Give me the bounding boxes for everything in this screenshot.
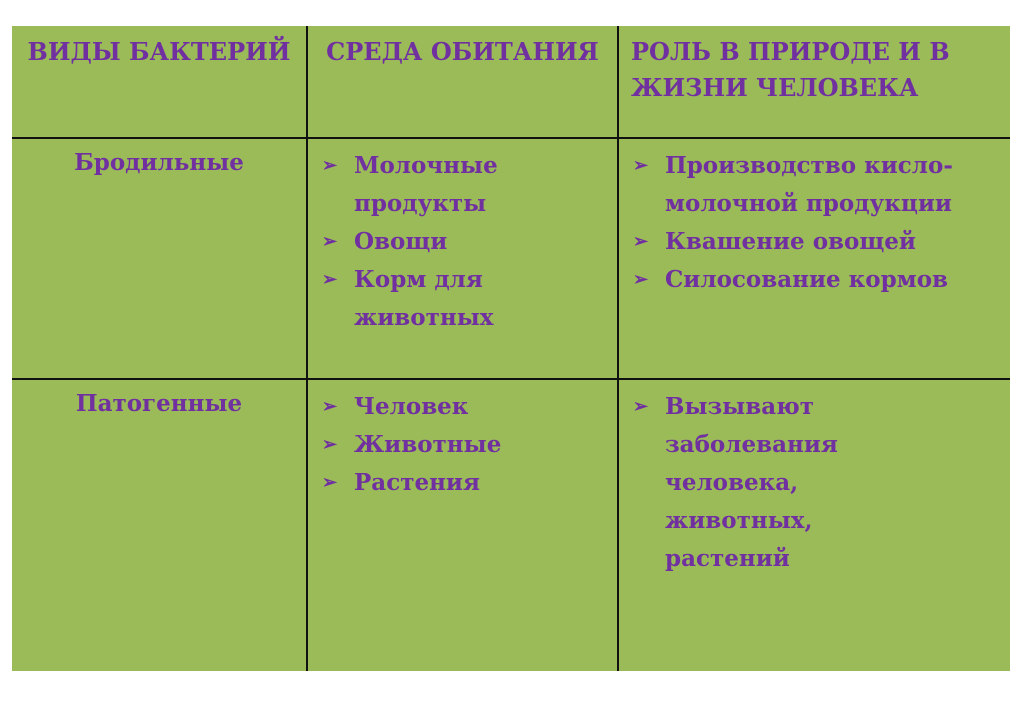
habitat-cell: ➢ Молочные продукты ➢ Овощи ➢ Корм для живо… bbox=[306, 137, 619, 380]
header-habitat: СРЕДА ОБИТАНИЯ bbox=[306, 26, 619, 139]
role-cell: ➢ Вызывают заболевания человека, животных… bbox=[617, 378, 1010, 671]
list-item: ➢ Силосование кормов bbox=[633, 261, 1010, 299]
header-role: РОЛЬ В ПРИРОДЕ И В ЖИЗНИ ЧЕЛОВЕКА bbox=[617, 26, 1010, 139]
list-item: ➢ Растения bbox=[322, 464, 617, 502]
habitat-cell: ➢ Человек ➢ Животные ➢ Растения bbox=[306, 378, 619, 671]
bacteria-table: ВИДЫ БАКТЕРИЙ СРЕДА ОБИТАНИЯ РОЛЬ В ПРИР… bbox=[12, 26, 1010, 671]
list-item: ➢ Животные bbox=[322, 426, 617, 464]
table-row: Бродильные ➢ Молочные продукты ➢ Овощи ➢ Ко… bbox=[12, 137, 1010, 380]
arrowhead-bullet-icon: ➢ bbox=[322, 269, 338, 290]
role-cell: ➢ Производство кисло-молочной продукции ➢… bbox=[617, 137, 1010, 380]
list-item: ➢ Молочные продукты bbox=[322, 147, 617, 223]
table-row: Патогенные ➢ Человек ➢ Животные ➢ Растения … bbox=[12, 378, 1010, 671]
list-item: ➢ Овощи bbox=[322, 223, 617, 261]
arrowhead-bullet-icon: ➢ bbox=[322, 155, 338, 176]
arrowhead-bullet-icon: ➢ bbox=[633, 396, 649, 417]
arrowhead-bullet-icon: ➢ bbox=[322, 231, 338, 252]
header-row: ВИДЫ БАКТЕРИЙ СРЕДА ОБИТАНИЯ РОЛЬ В ПРИР… bbox=[12, 26, 1010, 139]
list-item: ➢ Квашение овощей bbox=[633, 223, 1010, 261]
list-item: ➢ Производство кисло-молочной продукции bbox=[633, 147, 1010, 223]
arrowhead-bullet-icon: ➢ bbox=[322, 472, 338, 493]
arrowhead-bullet-icon: ➢ bbox=[322, 434, 338, 455]
header-types: ВИДЫ БАКТЕРИЙ bbox=[12, 26, 308, 139]
arrowhead-bullet-icon: ➢ bbox=[633, 231, 649, 252]
kind-cell: Бродильные bbox=[12, 137, 308, 380]
list-item: ➢ Корм для животных bbox=[322, 261, 617, 337]
list-item: ➢ Вызывают заболевания человека, животных… bbox=[633, 388, 1010, 578]
arrowhead-bullet-icon: ➢ bbox=[633, 269, 649, 290]
arrowhead-bullet-icon: ➢ bbox=[322, 396, 338, 417]
kind-cell: Патогенные bbox=[12, 378, 308, 671]
list-item: ➢ Человек bbox=[322, 388, 617, 426]
arrowhead-bullet-icon: ➢ bbox=[633, 155, 649, 176]
